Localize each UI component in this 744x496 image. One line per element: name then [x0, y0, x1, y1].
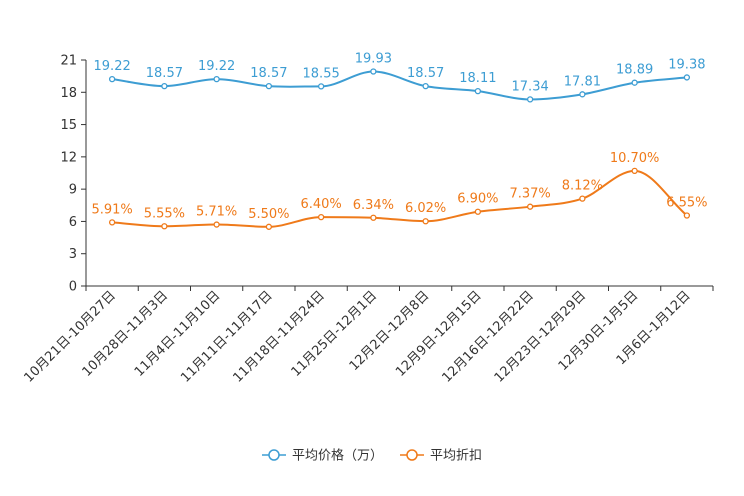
data-label: 5.71%	[196, 205, 237, 220]
data-label: 7.37%	[509, 187, 550, 202]
data-label: 18.11	[459, 71, 496, 86]
legend-marker	[406, 449, 418, 461]
data-point	[213, 76, 220, 83]
data-label: 10.70%	[610, 151, 660, 166]
data-label: 5.50%	[248, 207, 289, 222]
data-label: 8.12%	[562, 179, 603, 194]
chart-axes	[85, 60, 713, 287]
series-avg-price: 19.22 18.57 19.22 18.57 18.55 19.93 18.57 18.11…	[94, 52, 705, 103]
data-point	[370, 214, 377, 221]
data-label: 18.57	[407, 66, 444, 81]
data-label: 19.38	[668, 57, 705, 72]
y-tick-label: 9	[69, 183, 77, 198]
series-line	[111, 70, 687, 101]
data-point	[265, 83, 273, 90]
data-label: 6.34%	[353, 198, 394, 213]
data-label: 17.81	[564, 74, 601, 89]
data-point	[422, 83, 429, 90]
data-point	[526, 203, 534, 210]
data-point	[161, 83, 168, 90]
data-label: 18.57	[250, 66, 287, 81]
data-point	[474, 208, 482, 215]
data-point	[579, 91, 586, 98]
data-label: 18.55	[303, 66, 340, 81]
x-tick-label: 10月21日-10月27日	[21, 288, 118, 385]
y-tick-label: 3	[69, 247, 77, 262]
series-avg-discount: 5.91% 5.55% 5.71% 5.50% 6.40% 6.34% 6.02% 6.90%…	[91, 151, 708, 230]
data-point	[108, 219, 116, 226]
data-point	[631, 79, 638, 86]
data-label: 19.93	[355, 52, 392, 67]
data-label: 6.02%	[405, 201, 446, 216]
data-label: 18.89	[616, 63, 653, 78]
series-line	[112, 169, 688, 228]
data-label: 6.40%	[300, 197, 341, 212]
data-point	[317, 83, 325, 90]
x-axis-ticks: 10月21日-10月27日10月28日-11月3日11月4日-11月10日11月…	[21, 286, 714, 386]
data-point	[579, 195, 586, 202]
data-point	[422, 218, 429, 225]
legend-item-avg-price: 平均价格（万）	[262, 448, 383, 464]
y-tick-label: 0	[69, 280, 77, 295]
x-tick-label: 12月23日-12月29日	[492, 288, 589, 385]
data-point	[161, 223, 168, 230]
data-label: 18.57	[146, 66, 183, 81]
data-label: 19.22	[198, 59, 235, 74]
data-point	[683, 74, 691, 81]
data-point	[526, 96, 534, 103]
data-point	[108, 76, 116, 83]
data-label: 17.34	[512, 79, 549, 94]
data-label: 19.22	[94, 59, 131, 74]
y-tick-label: 18	[60, 86, 77, 101]
legend-label: 平均折扣	[430, 449, 482, 464]
legend-label: 平均价格（万）	[292, 448, 383, 464]
data-label: 5.55%	[144, 206, 185, 221]
y-tick-label: 6	[69, 215, 77, 230]
x-tick-label: 12月16日-12月22日	[439, 288, 536, 385]
chart-series: 19.22 18.57 19.22 18.57 18.55 19.93 18.57 18.11…	[91, 52, 708, 230]
data-point	[683, 212, 691, 219]
data-point	[265, 223, 273, 230]
y-tick-label: 15	[60, 118, 77, 133]
x-tick-label: 11月11日-11月17日	[178, 288, 275, 385]
data-label: 6.90%	[457, 192, 498, 207]
data-point	[317, 213, 325, 221]
data-point	[370, 68, 377, 75]
y-axis-ticks: 0 3 6 9 12 15 18 21	[60, 54, 86, 295]
data-point	[631, 167, 638, 174]
legend-item-avg-discount: 平均折扣	[400, 449, 482, 464]
data-point	[474, 87, 482, 95]
data-label: 5.91%	[91, 202, 132, 217]
y-tick-label: 12	[60, 150, 77, 165]
chart-legend: 平均价格（万） 平均折扣	[262, 448, 482, 464]
x-tick-label: 11月18日-11月24日	[230, 288, 327, 385]
legend-marker	[268, 449, 280, 461]
data-point	[213, 221, 220, 228]
y-tick-label: 21	[60, 54, 77, 69]
data-label: 6.55%	[666, 196, 707, 211]
